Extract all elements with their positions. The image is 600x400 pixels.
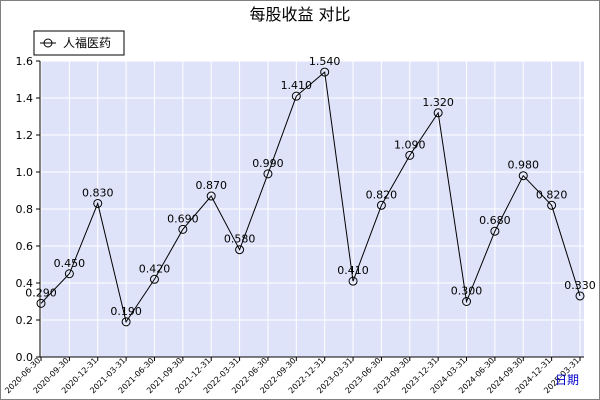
chart-title: 每股收益 对比 <box>249 5 350 24</box>
data-point <box>36 298 46 308</box>
data-label: 0.990 <box>252 157 284 170</box>
data-label: 0.690 <box>167 212 199 225</box>
y-tick-label: 0.0 <box>16 351 34 364</box>
data-point <box>235 245 245 255</box>
data-point <box>433 108 443 118</box>
legend: 人福医药 <box>33 30 125 56</box>
data-label: 0.580 <box>224 233 256 246</box>
legend-series-name: 人福医药 <box>63 35 111 50</box>
y-tick-label: 1.6 <box>16 55 34 68</box>
data-labels: 0.290 0.450 0.830 0.190 0.420 0.690 0.870 0.580… <box>25 55 596 318</box>
data-point <box>348 276 358 286</box>
data-label: 0.300 <box>451 285 483 298</box>
data-point <box>93 198 103 208</box>
data-label: 1.540 <box>309 55 341 68</box>
x-axis-label: 日期 <box>555 373 579 387</box>
data-label: 0.410 <box>337 264 369 277</box>
data-point <box>263 169 273 179</box>
data-label: 0.330 <box>564 279 596 292</box>
data-point <box>149 274 159 284</box>
data-point <box>547 200 557 210</box>
data-point <box>462 297 472 306</box>
data-label: 0.820 <box>366 188 398 201</box>
data-label: 0.290 <box>25 286 57 299</box>
series-line <box>40 71 581 324</box>
data-point <box>575 291 585 301</box>
data-point <box>376 200 386 210</box>
y-tick-label: 1.0 <box>16 166 34 179</box>
data-point <box>121 317 131 327</box>
data-label: 1.410 <box>281 79 313 92</box>
y-tick-label: 0.4 <box>16 277 34 290</box>
y-tick-label: 1.2 <box>16 129 34 142</box>
legend-box <box>33 30 125 56</box>
data-point <box>405 150 415 160</box>
data-label: 0.680 <box>479 214 511 227</box>
data-point <box>206 191 216 201</box>
data-label: 0.820 <box>536 188 568 201</box>
data-point <box>178 224 188 234</box>
y-tick-label: 0.2 <box>16 314 34 327</box>
legend-diamond-marker <box>43 38 53 48</box>
grid-lines <box>40 60 584 357</box>
data-label: 0.830 <box>82 186 114 199</box>
data-label: 1.320 <box>422 96 454 109</box>
data-label: 0.190 <box>110 305 142 318</box>
data-point <box>518 171 528 181</box>
series-line-layer <box>40 71 581 324</box>
data-label: 1.090 <box>394 138 426 151</box>
data-label: 0.450 <box>54 257 86 270</box>
data-label: 0.870 <box>195 179 227 192</box>
y-tick-label: 0.8 <box>16 203 34 216</box>
data-point <box>291 91 301 101</box>
data-point <box>490 226 500 236</box>
data-point <box>64 269 74 279</box>
data-points <box>36 67 585 327</box>
data-point <box>320 67 330 77</box>
y-tick-label: 0.6 <box>16 240 34 253</box>
y-tick-label: 1.4 <box>16 92 34 105</box>
data-label: 0.420 <box>139 262 171 275</box>
data-label: 0.980 <box>508 159 540 172</box>
